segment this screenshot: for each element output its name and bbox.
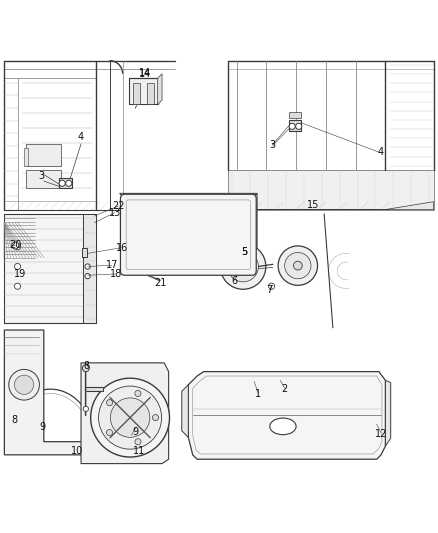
Circle shape (83, 406, 88, 411)
Polygon shape (133, 83, 140, 104)
Polygon shape (228, 201, 434, 209)
Polygon shape (120, 193, 257, 199)
Bar (24, 148, 28, 166)
Bar (26, 170, 61, 188)
Text: 12: 12 (375, 429, 387, 439)
Text: 15: 15 (307, 200, 319, 210)
Text: 10: 10 (71, 446, 83, 456)
Bar (59, 178, 72, 188)
Circle shape (152, 415, 159, 421)
Circle shape (293, 261, 302, 270)
Text: 13: 13 (109, 208, 121, 217)
Polygon shape (228, 170, 434, 209)
Polygon shape (188, 372, 385, 459)
Text: 5: 5 (241, 247, 247, 257)
Circle shape (110, 398, 150, 437)
Circle shape (14, 244, 21, 250)
Polygon shape (252, 193, 257, 271)
Circle shape (12, 242, 19, 249)
Circle shape (14, 375, 34, 394)
Circle shape (99, 386, 162, 449)
Circle shape (289, 123, 295, 130)
Polygon shape (385, 381, 391, 446)
Text: 5: 5 (241, 247, 247, 257)
Text: 3: 3 (38, 171, 44, 181)
Text: 2: 2 (282, 384, 288, 394)
Bar (289, 120, 301, 131)
Polygon shape (4, 330, 96, 455)
Text: 20: 20 (9, 240, 21, 249)
Polygon shape (147, 83, 154, 104)
Text: 11: 11 (133, 446, 145, 456)
Text: 8: 8 (84, 361, 90, 371)
Circle shape (155, 230, 165, 240)
Circle shape (278, 246, 318, 285)
Circle shape (85, 264, 90, 269)
Circle shape (106, 430, 113, 435)
Circle shape (148, 223, 171, 246)
Circle shape (219, 251, 232, 263)
Text: 14: 14 (139, 68, 152, 78)
Polygon shape (129, 78, 158, 104)
Circle shape (106, 400, 113, 406)
Text: 21: 21 (155, 278, 167, 288)
Circle shape (91, 378, 170, 457)
Text: 1: 1 (255, 390, 261, 399)
Text: 9: 9 (40, 422, 46, 432)
Text: 19: 19 (14, 269, 26, 279)
Ellipse shape (270, 418, 296, 435)
Text: 7: 7 (266, 285, 272, 295)
Text: 3: 3 (269, 140, 276, 150)
Circle shape (14, 283, 21, 289)
Polygon shape (182, 385, 188, 437)
Circle shape (82, 365, 89, 372)
Text: 4: 4 (78, 132, 84, 142)
Circle shape (59, 180, 65, 187)
Text: 9: 9 (133, 426, 139, 437)
Circle shape (296, 123, 302, 130)
FancyBboxPatch shape (120, 194, 256, 275)
Text: 6: 6 (231, 276, 237, 286)
Text: 18: 18 (110, 269, 122, 279)
Circle shape (268, 283, 275, 289)
Text: 8: 8 (11, 415, 17, 425)
Text: 4: 4 (377, 147, 383, 157)
Text: 17: 17 (106, 260, 118, 270)
Circle shape (85, 273, 90, 279)
Circle shape (9, 369, 39, 400)
Polygon shape (81, 363, 169, 464)
Circle shape (135, 439, 141, 445)
Circle shape (220, 244, 266, 289)
Polygon shape (4, 214, 96, 324)
Polygon shape (158, 74, 162, 104)
Circle shape (285, 253, 311, 279)
Bar (289, 112, 301, 118)
Bar (85, 387, 103, 391)
Text: 14: 14 (139, 69, 152, 79)
Circle shape (14, 263, 21, 270)
Circle shape (135, 390, 141, 397)
Circle shape (239, 262, 247, 271)
Circle shape (66, 180, 72, 187)
Circle shape (228, 251, 258, 282)
Text: 22: 22 (112, 201, 124, 211)
Bar (82, 248, 87, 257)
Bar (26, 144, 61, 166)
Text: 16: 16 (116, 243, 128, 253)
Polygon shape (83, 214, 96, 324)
